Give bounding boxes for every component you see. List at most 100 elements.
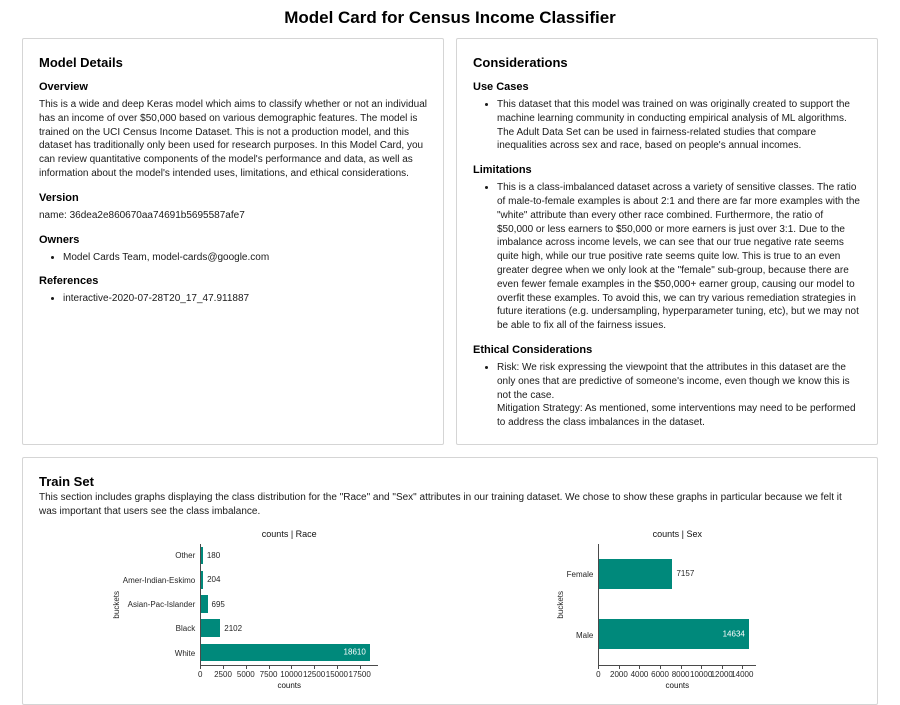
bar-value-label: 18610 <box>343 647 366 657</box>
overview-text: This is a wide and deep Keras model whic… <box>39 99 427 179</box>
x-axis-ticks: 0 2500 5000 7500 10000 12500 15000 17500 <box>198 665 378 680</box>
train-set-description: This section includes graphs displaying … <box>39 491 842 517</box>
bar <box>201 571 204 589</box>
references-list: interactive-2020-07-28T20_17_47.911887 <box>39 292 427 306</box>
use-cases-heading: Use Cases <box>473 81 529 93</box>
chart-xlabel: counts <box>277 680 302 690</box>
owners-heading: Owners <box>39 233 80 246</box>
y-tick-label: Black <box>175 624 196 634</box>
y-tick-label: White <box>174 648 196 658</box>
version-heading: Version <box>39 191 79 204</box>
bar-value-label: 695 <box>211 599 225 609</box>
model-details-title: Model Details <box>39 55 123 70</box>
x-tick-label: 10000 <box>280 669 303 679</box>
x-tick-label: 7500 <box>259 669 278 679</box>
x-tick-mark <box>660 665 662 669</box>
overview-heading: Overview <box>39 81 88 93</box>
y-tick-label: Other <box>175 551 196 561</box>
y-tick-label: Male <box>576 630 594 640</box>
x-tick-label: 0 <box>596 669 601 679</box>
train-set-card: Train Set This section includes graphs d… <box>22 456 878 705</box>
bar-row: 2102 <box>201 616 378 640</box>
ethical-consideration-item: Risk: We risk expressing the viewpoint t… <box>497 361 861 430</box>
chart-ylabel: buckets <box>556 590 566 619</box>
model-details-card: Model Details Overview This is a wide an… <box>22 38 444 445</box>
owners-list: Model Cards Team, model-cards@google.com <box>39 251 427 265</box>
x-tick-label: 5000 <box>236 669 255 679</box>
use-case-item: This dataset that this model was trained… <box>497 98 861 153</box>
bar-row: 7157 <box>599 544 756 605</box>
x-tick-mark <box>598 665 600 669</box>
train-set-charts-row: counts | Race buckets Other Amer-Indian-Esk… <box>39 529 861 690</box>
bar-row: 14634 <box>599 604 756 665</box>
limitations-list: This is a class-imbalanced dataset acros… <box>473 181 861 333</box>
x-tick-label: 0 <box>198 669 203 679</box>
bar-value-label: 180 <box>206 551 221 561</box>
x-tick-mark <box>639 665 641 669</box>
bar <box>599 558 673 589</box>
bar-value-label: 7157 <box>676 569 695 579</box>
x-tick-mark <box>223 665 224 669</box>
x-tick-mark <box>742 665 744 669</box>
chart-title: counts | Race <box>261 528 317 539</box>
x-tick-mark <box>291 665 293 669</box>
top-cards-row: Model Details Overview This is a wide an… <box>22 38 878 445</box>
sex-chart-container: counts | Sex buckets Female Male 7157 14634 0 2… <box>450 529 861 690</box>
x-tick-mark <box>268 665 270 669</box>
train-set-title: Train Set <box>39 473 94 489</box>
reference-item: interactive-2020-07-28T20_17_47.911887 <box>63 292 427 306</box>
references-heading: References <box>39 275 99 288</box>
ethical-considerations-heading: Ethical Considerations <box>473 343 593 356</box>
x-tick-mark <box>701 665 703 669</box>
version-text: name: 36dea2e860670aa74691b5695587afe7 <box>39 209 245 221</box>
sex-distribution-chart: counts | Sex buckets Female Male 7157 14634 0 2… <box>555 529 757 690</box>
chart-xlabel: counts <box>665 680 690 690</box>
owner-item: Model Cards Team, model-cards@google.com <box>63 251 427 265</box>
bar <box>201 595 208 613</box>
x-tick-mark <box>245 665 247 669</box>
x-tick-label: 2000 <box>610 669 628 679</box>
bar-value-label: 204 <box>207 575 221 585</box>
x-tick-label: 6000 <box>651 669 669 679</box>
y-tick-label: Amer-Indian-Eskimo <box>122 575 196 585</box>
y-tick-label: Female <box>566 569 594 579</box>
bar <box>201 619 221 638</box>
bar-value-label: 14634 <box>722 629 745 639</box>
race-distribution-chart: counts | Race buckets Other Amer-Indian-Esk… <box>111 528 379 690</box>
x-tick-mark <box>359 665 361 669</box>
limitations-heading: Limitations <box>473 164 532 177</box>
x-tick-mark <box>680 665 682 669</box>
bar <box>201 546 203 565</box>
bar-row: 695 <box>201 592 378 616</box>
x-tick-label: 4000 <box>630 669 649 679</box>
x-tick-label: 14000 <box>731 669 754 679</box>
x-tick-mark <box>721 665 723 669</box>
x-tick-label: 12000 <box>710 669 733 679</box>
use-cases-list: This dataset that this model was trained… <box>473 98 861 153</box>
x-axis-ticks: 0 2000 4000 6000 8000 10000 12000 14000 <box>596 665 756 680</box>
considerations-card: Considerations Use Cases This dataset th… <box>456 38 878 445</box>
x-tick-mark <box>314 665 316 669</box>
chart-title: counts | Sex <box>652 528 703 539</box>
x-tick-label: 17500 <box>348 669 371 679</box>
x-tick-label: 10000 <box>690 669 713 679</box>
ethical-considerations-list: Risk: We risk expressing the viewpoint t… <box>473 361 861 430</box>
limitation-item: This is a class-imbalanced dataset acros… <box>497 181 861 333</box>
x-tick-label: 15000 <box>325 669 348 679</box>
x-tick-mark <box>200 665 202 669</box>
bar: 18610 <box>201 643 370 662</box>
bar-row: 18610 <box>201 640 378 664</box>
page-title: Model Card for Census Income Classifier <box>284 8 616 27</box>
x-tick-mark <box>618 665 620 669</box>
y-tick-label: Asian-Pac-Islander <box>127 600 196 610</box>
bar-value-label: 2102 <box>224 623 243 633</box>
race-chart-container: counts | Race buckets Other Amer-Indian-Esk… <box>39 529 450 690</box>
considerations-title: Considerations <box>473 55 568 70</box>
bar: 14634 <box>599 619 749 650</box>
bar-row: 204 <box>201 568 378 592</box>
chart-ylabel: buckets <box>112 590 122 619</box>
bar-row: 180 <box>201 544 378 568</box>
x-tick-label: 12500 <box>302 669 326 679</box>
x-tick-mark <box>336 665 338 669</box>
